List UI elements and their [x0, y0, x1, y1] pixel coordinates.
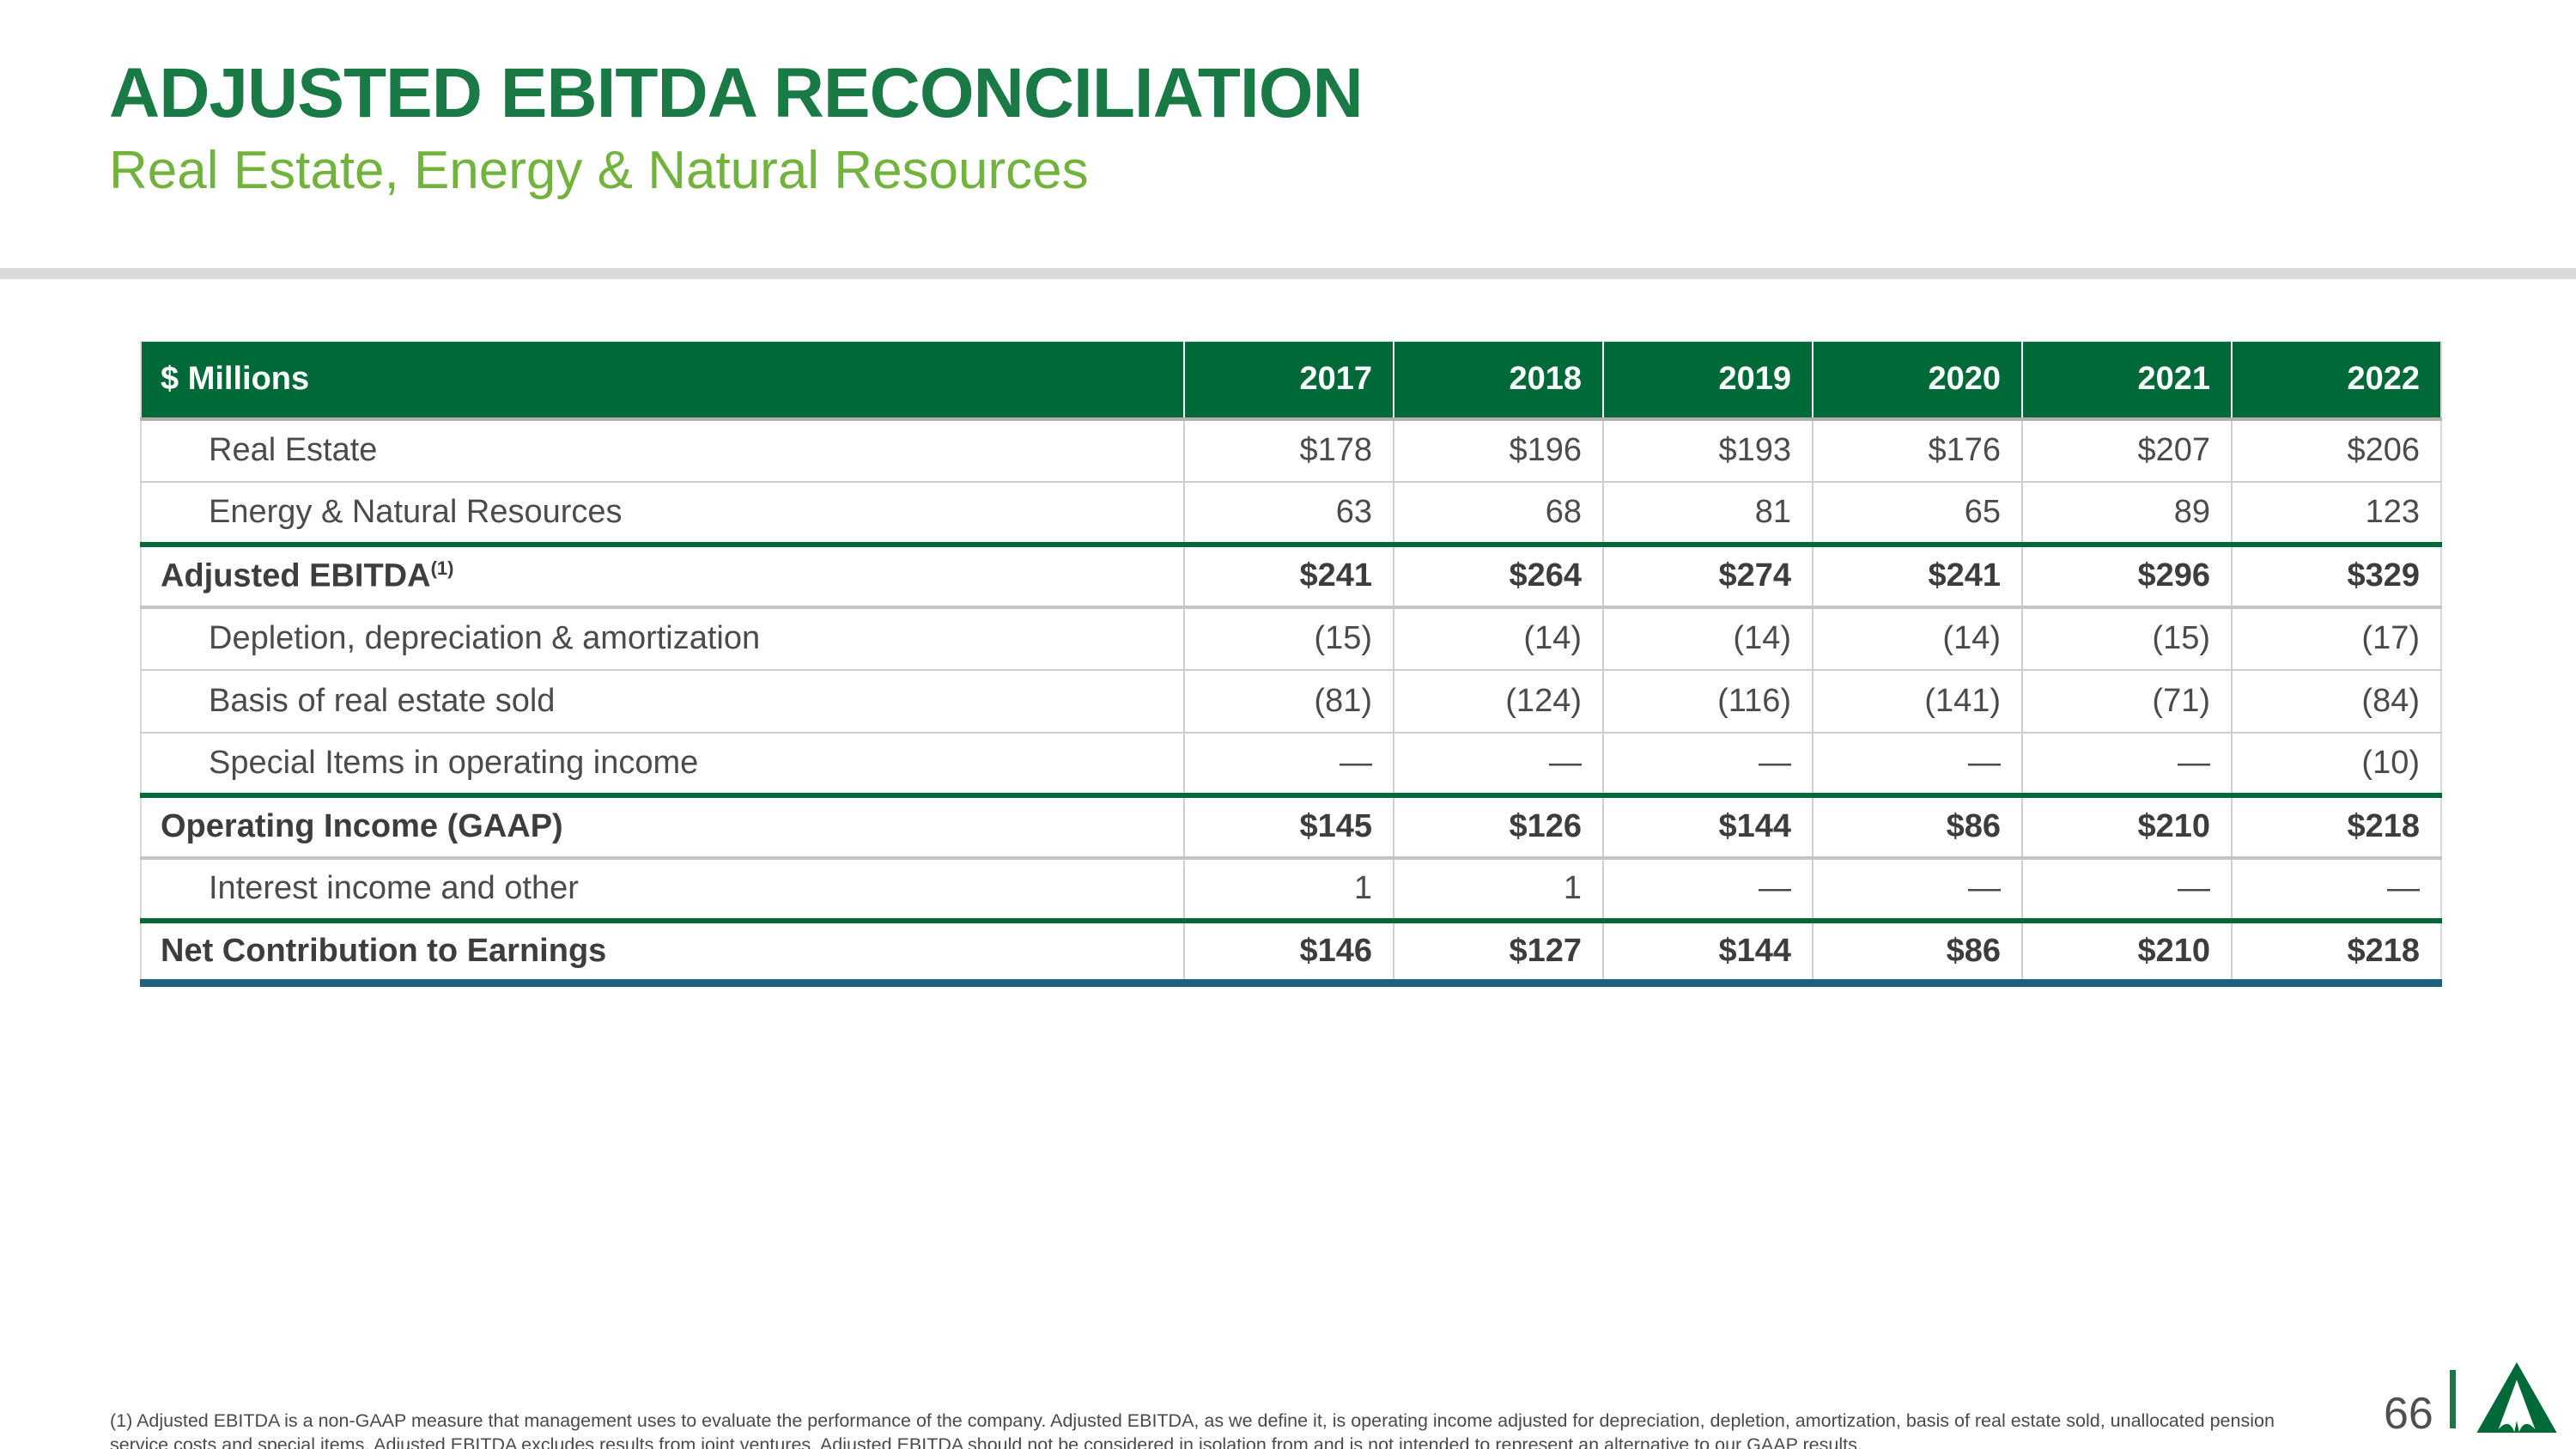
cell-value: 1	[1393, 855, 1603, 921]
row-label: Special Items in operating income	[141, 731, 1184, 795]
ebitda-table-wrap: $ Millions 2017 2018 2019 2020 2021 2022…	[140, 341, 2442, 987]
row-label: Operating Income (GAAP)	[141, 792, 1184, 858]
cell-value: (81)	[1183, 668, 1394, 733]
cell-value: $144	[1602, 917, 1813, 987]
table-row-depletion-depreciation-amortization: Depletion, depreciation & amortization (…	[141, 605, 2441, 670]
row-label: Basis of real estate sold	[141, 668, 1184, 733]
unit-label: $ Millions	[141, 341, 1184, 421]
cell-value: —	[1602, 855, 1813, 921]
table-header-row: $ Millions 2017 2018 2019 2020 2021 2022	[141, 341, 2441, 421]
year-header-2019: 2019	[1602, 341, 1813, 421]
company-logo-icon	[2476, 1362, 2557, 1433]
cell-value: $329	[2231, 541, 2441, 607]
cell-value: (14)	[1602, 605, 1813, 670]
cell-value: $241	[1183, 541, 1394, 607]
year-header-2021: 2021	[2021, 341, 2232, 421]
cell-value: (14)	[1393, 605, 1603, 670]
table-row-basis-of-real-estate-sold: Basis of real estate sold (81) (124) (11…	[141, 668, 2441, 733]
cell-value: (15)	[1183, 605, 1394, 670]
cell-value: (124)	[1393, 668, 1603, 733]
cell-value: 63	[1183, 480, 1394, 545]
year-header-2018: 2018	[1393, 341, 1603, 421]
cell-value: $144	[1602, 792, 1813, 858]
cell-value: $210	[2021, 917, 2232, 987]
cell-value: 81	[1602, 480, 1813, 545]
page-number: 66	[2384, 1389, 2433, 1439]
cell-value: —	[1812, 731, 2022, 795]
cell-value: (10)	[2231, 731, 2441, 795]
row-label: Real Estate	[141, 417, 1184, 482]
cell-value: $86	[1812, 792, 2022, 858]
row-label: Net Contribution to Earnings	[141, 917, 1184, 987]
year-header-2017: 2017	[1183, 341, 1394, 421]
footnote-line-1: (1) Adjusted EBITDA is a non-GAAP measur…	[110, 1410, 2275, 1431]
cell-value: $296	[2021, 541, 2232, 607]
cell-value: —	[2231, 855, 2441, 921]
cell-value: 89	[2021, 480, 2232, 545]
table-row-real-estate: Real Estate $178 $196 $193 $176 $207 $20…	[141, 417, 2441, 482]
footnote-line-2: service costs and special items. Adjuste…	[110, 1434, 1862, 1449]
cell-value: —	[2021, 731, 2232, 795]
cell-value: 1	[1183, 855, 1394, 921]
row-label: Interest income and other	[141, 855, 1184, 921]
cell-value: $178	[1183, 417, 1394, 482]
cell-value: —	[2021, 855, 2232, 921]
cell-value: $127	[1393, 917, 1603, 987]
table-row-interest-income-and-other: Interest income and other 1 1 — — — —	[141, 855, 2441, 921]
cell-value: $176	[1812, 417, 2022, 482]
cell-value: 65	[1812, 480, 2022, 545]
cell-value: 68	[1393, 480, 1603, 545]
cell-value: (15)	[2021, 605, 2232, 670]
cell-value: (116)	[1602, 668, 1813, 733]
cell-value: $218	[2231, 792, 2441, 858]
cell-value: $126	[1393, 792, 1603, 858]
cell-value: $146	[1183, 917, 1394, 987]
cell-value: —	[1183, 731, 1394, 795]
table-row-net-contribution-to-earnings: Net Contribution to Earnings $146 $127 $…	[141, 917, 2441, 987]
page-title: ADJUSTED EBITDA RECONCILIATION	[109, 54, 1364, 132]
table-row-energy-natural-resources: Energy & Natural Resources 63 68 81 65 8…	[141, 480, 2441, 545]
cell-value: (84)	[2231, 668, 2441, 733]
cell-value: $145	[1183, 792, 1394, 858]
page-subtitle: Real Estate, Energy & Natural Resources	[109, 141, 1089, 201]
cell-value: 123	[2231, 480, 2441, 545]
cell-value: $264	[1393, 541, 1603, 607]
ebitda-table: $ Millions 2017 2018 2019 2020 2021 2022…	[140, 341, 2442, 987]
cell-value: (71)	[2021, 668, 2232, 733]
cell-value: $196	[1393, 417, 1603, 482]
cell-value: $210	[2021, 792, 2232, 858]
year-header-2020: 2020	[1812, 341, 2022, 421]
cell-value: $193	[1602, 417, 1813, 482]
cell-value: —	[1602, 731, 1813, 795]
table-row-adjusted-ebitda: Adjusted EBITDA(1) $241 $264 $274 $241 $…	[141, 541, 2441, 607]
title-block: ADJUSTED EBITDA RECONCILIATION Real Esta…	[109, 54, 1364, 201]
cell-value: $206	[2231, 417, 2441, 482]
cell-value: $274	[1602, 541, 1813, 607]
cell-value: (141)	[1812, 668, 2022, 733]
row-label-text: Adjusted EBITDA	[161, 557, 431, 594]
cell-value: $218	[2231, 917, 2441, 987]
year-header-2022: 2022	[2231, 341, 2441, 421]
row-label: Depletion, depreciation & amortization	[141, 605, 1184, 670]
footnote-ref: (1)	[430, 557, 454, 579]
cell-value: $241	[1812, 541, 2022, 607]
footnote: (1) Adjusted EBITDA is a non-GAAP measur…	[110, 1409, 2428, 1449]
divider-bar	[0, 268, 2576, 279]
cell-value: (14)	[1812, 605, 2022, 670]
row-label: Adjusted EBITDA(1)	[141, 541, 1184, 607]
cell-value: (17)	[2231, 605, 2441, 670]
cell-value: $207	[2021, 417, 2232, 482]
table-row-operating-income-gaap: Operating Income (GAAP) $145 $126 $144 $…	[141, 792, 2441, 858]
cell-value: $86	[1812, 917, 2022, 987]
cell-value: —	[1812, 855, 2022, 921]
table-row-special-items: Special Items in operating income — — — …	[141, 731, 2441, 795]
cell-value: —	[1393, 731, 1603, 795]
row-label: Energy & Natural Resources	[141, 480, 1184, 545]
footer-divider-bar	[2450, 1370, 2456, 1428]
